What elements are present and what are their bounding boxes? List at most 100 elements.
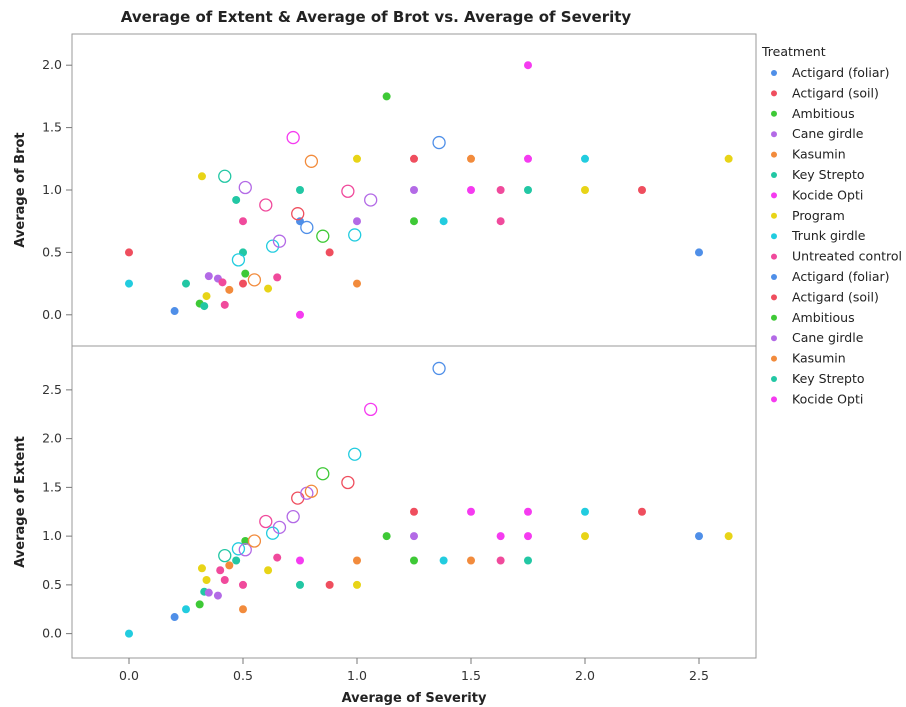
x-tick-label: 2.5 [689,668,709,683]
extent-y-tick-label: 2.0 [42,431,62,446]
brot-point-open [231,253,246,267]
brot-point [204,272,213,281]
brot-y-axis: 0.0 0.5 1.0 1.5 2.0 [42,57,72,322]
legend-marker [771,396,777,403]
legend-title: Treatment [761,44,826,59]
legend-label: Kocide Opti [792,391,863,406]
extent-point [581,532,589,541]
legend-marker [771,253,777,260]
extent-point [264,566,273,575]
extent-point [232,556,241,565]
extent-point-open [259,514,273,529]
extent-point [213,591,222,600]
extent-y-tick-label: 1.0 [42,528,62,543]
brot-point [524,61,532,70]
brot-point-open [304,154,319,168]
brot-point-open [348,228,362,242]
brot-point-open [316,229,330,243]
brot-point [695,248,703,257]
extent-point [353,580,361,589]
brot-y-tick-label: 0.0 [42,307,62,322]
extent-point [695,532,703,541]
legend-label: Kasumin [792,351,846,366]
x-tick-label: 1.5 [461,668,481,683]
brot-point-open [341,184,355,198]
brot-point-open [259,198,273,212]
legend-label: Kasumin [792,147,846,162]
brot-point [239,279,247,288]
legend-label: Actigard (soil) [792,289,879,304]
extent-y-axis-title: Average of Extent [13,436,28,568]
legend-label: Actigard (foliar) [792,269,890,284]
extent-point [410,507,418,516]
brot-point [496,217,505,226]
brot-points [125,61,733,319]
legend-label: Ambitious [792,310,855,325]
brot-point [296,186,304,194]
x-tick-label: 0.5 [233,668,253,683]
brot-point [410,186,418,194]
legend-marker [771,212,777,219]
extent-y-axis: 0.0 0.5 1.0 1.5 2.0 2.5 [42,382,72,641]
extent-point [581,507,589,516]
legend-marker [771,172,777,178]
brot-point [353,279,361,288]
extent-y-tick-label: 2.5 [42,382,62,397]
brot-point [467,186,475,194]
brot-point [638,186,646,194]
x-tick-label: 2.0 [575,668,595,683]
legend-label: Actigard (soil) [792,85,879,100]
brot-point-open [265,239,280,253]
brot-point-open [300,220,314,235]
brot-point-open [218,169,232,183]
extent-point-open [291,491,305,505]
extent-point [125,629,133,638]
extent-y-tick-label: 1.5 [42,479,62,494]
extent-point [170,613,179,622]
extent-point-open [286,509,300,524]
brot-point [197,172,206,181]
legend-items: Actigard (foliar) Actigard (soil) Ambitiou… [771,65,902,406]
brot-y-tick-label: 0.5 [42,244,62,259]
legend-label: Ambitious [792,106,855,121]
x-tick-label: 1.0 [347,668,367,683]
extent-point [382,532,391,541]
brot-y-tick-label: 1.5 [42,120,62,135]
extent-point [225,561,234,570]
extent-point-open [272,520,287,534]
legend-marker [771,90,777,97]
brot-point [439,217,448,226]
extent-point [467,556,475,565]
legend-marker [771,274,777,280]
brot-point [296,310,304,319]
extent-point [239,605,247,614]
brot-point [125,248,133,257]
extent-point-open [316,467,330,481]
extent-point [202,576,211,584]
brot-point-open [286,130,300,145]
brot-point [581,154,589,163]
brot-point [232,195,241,204]
brot-point [125,279,133,288]
brot-y-tick-label: 1.0 [42,182,62,197]
extent-point [220,576,229,584]
panel-extent-frame [71,345,757,659]
extent-point-open [364,402,378,417]
x-tick-label: 0.0 [119,668,139,683]
brot-point [524,186,532,194]
brot-point [467,154,475,163]
brot-point-open [247,273,262,287]
brot-point [724,154,733,163]
extent-point-open [304,484,319,498]
extent-y-tick-label: 0.5 [42,577,62,592]
brot-point [200,302,209,311]
legend-label: Program [792,208,845,223]
extent-point [638,507,646,516]
brot-point [170,307,179,316]
brot-point [496,186,505,194]
extent-point [410,532,418,541]
legend-marker [771,294,777,301]
brot-point [353,217,361,226]
panel-extent: 0.0 0.5 1.0 1.5 2.0 2.5 Average of Extent [13,345,757,659]
chart-title: Average of Extent & Average of Brot vs. … [121,8,632,26]
